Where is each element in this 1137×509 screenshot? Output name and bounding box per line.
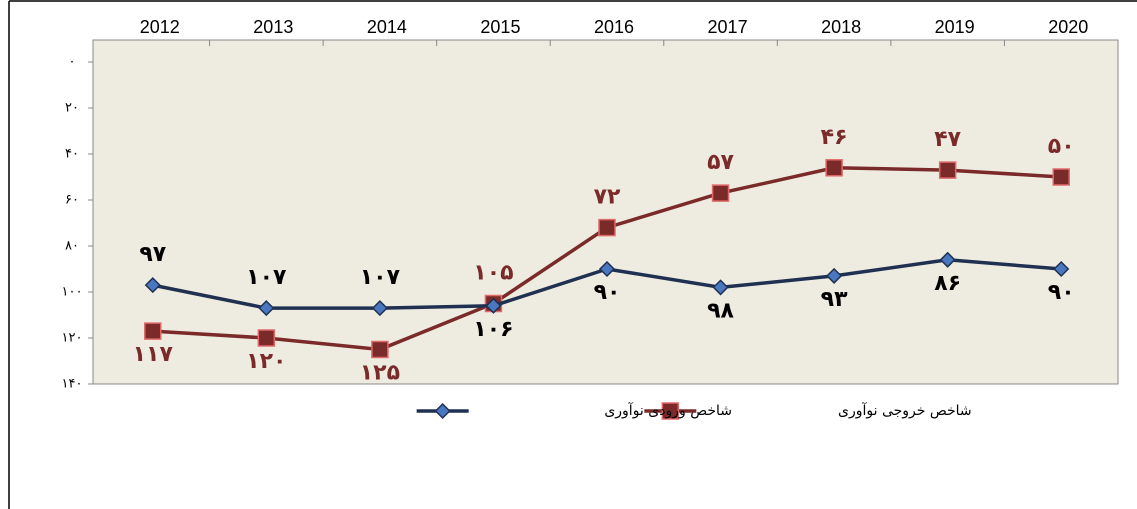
value-label: ۱۰۵ <box>473 261 513 286</box>
value-label: ۱۰۶ <box>473 317 513 342</box>
marker <box>1052 168 1070 186</box>
legend-label: شاخص خروجی نوآوری <box>838 402 972 419</box>
x-tick-label: 2013 <box>253 17 293 37</box>
marker <box>712 279 729 296</box>
y-tick-label: ۱۴۰ <box>62 377 83 392</box>
value-label: ۱۰۷ <box>246 265 287 290</box>
y-tick-label: ۴۰ <box>65 147 79 162</box>
legend-marker <box>661 402 680 420</box>
value-label: ۹۰ <box>594 280 621 305</box>
marker <box>826 267 843 284</box>
x-tick-label: 2012 <box>140 17 180 37</box>
value-label: ۹۳ <box>821 287 848 312</box>
marker <box>598 260 616 278</box>
x-tick-label: 2014 <box>367 17 407 37</box>
y-tick-label: ۲۰ <box>65 101 79 116</box>
marker <box>371 300 388 317</box>
value-label: ۵۰ <box>1048 134 1075 159</box>
x-tick-label: 2016 <box>594 17 634 37</box>
value-label: ۵۷ <box>707 150 734 175</box>
plot-area <box>92 39 1119 385</box>
marker <box>258 300 275 317</box>
y-tick-label: ۸۰ <box>65 239 79 254</box>
y-tick-label: ۱۲۰ <box>62 331 83 346</box>
value-label: ۹۷ <box>139 242 166 267</box>
value-label: ۷۲ <box>594 185 621 210</box>
marker <box>938 161 957 179</box>
x-tick-label: 2020 <box>1048 17 1088 37</box>
x-tick-label: 2018 <box>821 17 861 37</box>
marker <box>711 184 730 202</box>
y-tick-label: ۶۰ <box>65 193 79 208</box>
value-label: ۴۷ <box>934 127 961 152</box>
value-label: ۸۶ <box>934 271 961 296</box>
marker <box>257 329 276 347</box>
value-label: ۱۱۷ <box>133 342 174 367</box>
legend-marker <box>434 402 451 420</box>
marker <box>1053 260 1070 278</box>
x-tick-label: 2015 <box>480 17 520 37</box>
marker <box>144 322 162 340</box>
legend-label: شاخص ورودی نوآوری <box>604 402 732 419</box>
value-label: ۹۸ <box>707 298 734 323</box>
x-tick-label: 2019 <box>935 17 975 37</box>
marker <box>825 159 843 177</box>
x-tick-label: 2017 <box>708 17 748 37</box>
marker <box>598 218 616 237</box>
value-label: ۱۲۵ <box>360 361 400 386</box>
marker <box>144 277 161 294</box>
y-tick-label: ۰ <box>69 55 76 70</box>
marker <box>485 297 502 314</box>
value-label: ۹۰ <box>1048 280 1075 305</box>
marker <box>939 251 956 268</box>
value-label: ۱۰۷ <box>360 265 401 290</box>
value-label: ۴۶ <box>821 125 848 150</box>
value-label: ۱۲۰ <box>246 349 286 374</box>
marker <box>371 340 389 359</box>
y-tick-label: ۱۰۰ <box>62 285 83 300</box>
